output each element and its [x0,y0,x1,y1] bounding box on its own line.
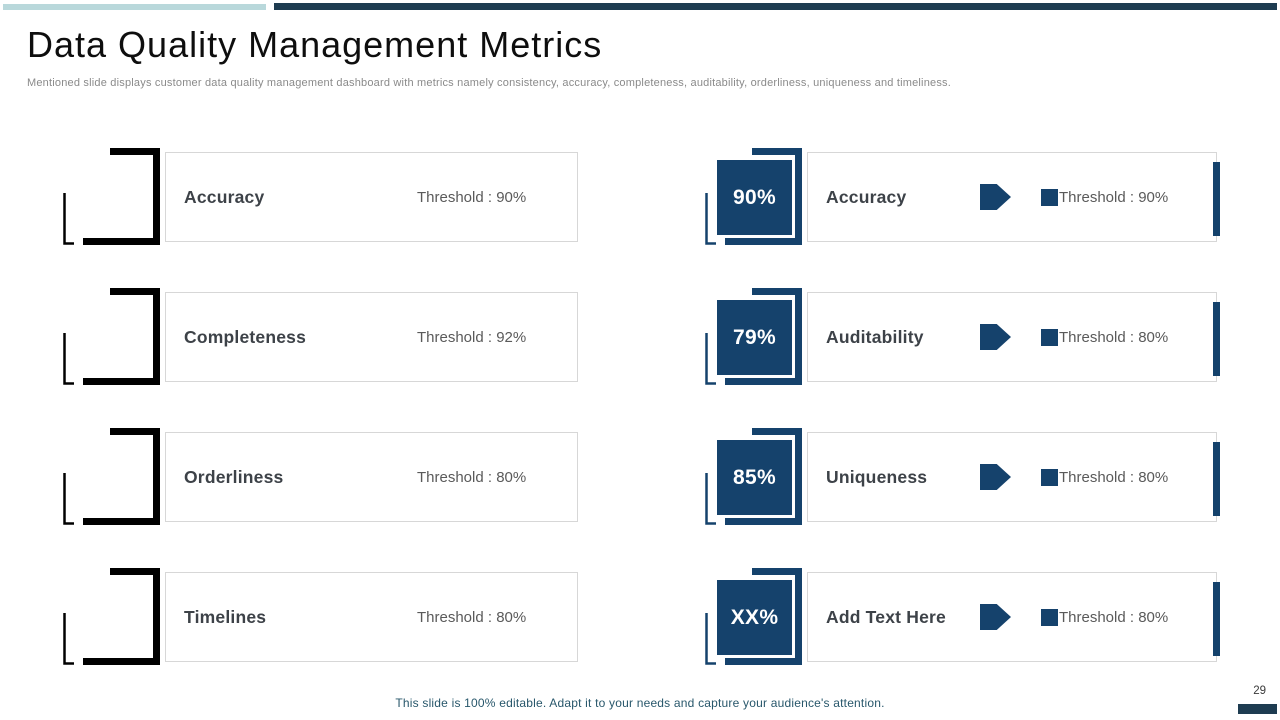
percentage-square: XX% [705,568,802,665]
legend-square-icon [399,189,416,206]
threshold-group: Threshold : 92% [399,293,526,381]
metric-card: Accuracy Threshold : 90% [165,152,578,242]
arrow-right-icon [338,604,369,630]
legend-square-icon [399,329,416,346]
metric-row: Add Text Here Threshold : 80% XX% [705,568,1220,665]
card-accent-bar [575,302,581,376]
square-frame-icon [63,428,160,525]
metric-label: Auditability [826,326,924,347]
threshold-group: Threshold : 90% [1041,153,1168,241]
square-frame-icon [63,568,160,665]
threshold-group: Threshold : 90% [399,153,526,241]
page-title: Data Quality Management Metrics [27,24,603,65]
legend-square-icon [1041,188,1058,206]
legend-square-icon [399,609,416,626]
threshold-group: Threshold : 80% [399,573,526,661]
metric-row: Uniqueness Threshold : 80% 85% [705,428,1220,525]
metric-card: Uniqueness Threshold : 80% [807,432,1217,522]
metric-row: Orderliness Threshold : 80% 82% [63,428,578,525]
percentage-square: 85% [705,428,802,525]
card-accent-bar [1213,162,1220,236]
metric-label: Timelines [184,606,267,627]
metrics-column-left: Accuracy Threshold : 90% 80% Completenes… [63,148,578,708]
metric-row: Auditability Threshold : 80% 79% [705,288,1220,385]
percentage-value: 80% [91,185,134,209]
threshold-group: Threshold : 80% [1041,433,1168,521]
threshold-group: Threshold : 80% [1041,573,1168,661]
card-accent-bar [1213,442,1220,516]
percentage-square: 88% [63,288,160,385]
percentage-square: 82% [63,428,160,525]
arrow-right-icon [980,464,1011,490]
percentage-value: 82% [91,465,134,489]
top-accent-bar-light [3,4,266,10]
page-number: 29 [1253,685,1266,697]
metric-label: Accuracy [184,186,265,207]
square-frame-icon [705,148,802,245]
metric-row: Completeness Threshold : 92% 88% [63,288,578,385]
card-accent-bar [1213,302,1220,376]
square-frame-icon [63,148,160,245]
metric-row: Accuracy Threshold : 90% 90% [705,148,1220,245]
threshold-text: Threshold : 80% [417,468,527,486]
metric-card: Orderliness Threshold : 80% [165,432,578,522]
square-frame-icon [705,288,802,385]
metric-label: Orderliness [184,466,284,487]
square-frame-icon [705,428,802,525]
metric-row: Accuracy Threshold : 90% 80% [63,148,578,245]
footer-note: This slide is 100% editable. Adapt it to… [395,696,885,710]
arrow-right-icon [980,324,1011,350]
square-frame-icon [63,288,160,385]
threshold-text: Threshold : 90% [417,188,527,206]
card-accent-bar [575,582,581,656]
metric-card: Timelines Threshold : 80% [165,572,578,662]
slide-description: Mentioned slide displays customer data q… [27,77,951,89]
page-number-accent-block [1238,704,1277,714]
threshold-text: Threshold : 80% [1059,468,1169,486]
arrow-right-icon [980,184,1011,210]
percentage-square: 78% [63,568,160,665]
percentage-value: 85% [717,440,792,515]
card-accent-bar [575,162,581,236]
metrics-column-right: Accuracy Threshold : 90% 90% Auditabilit… [705,148,1220,708]
percentage-value: XX% [717,580,792,655]
metric-label: Completeness [184,326,307,347]
metric-row: Timelines Threshold : 80% 78% [63,568,578,665]
percentage-square: 80% [63,148,160,245]
metric-card: Auditability Threshold : 80% [807,292,1217,382]
arrow-right-icon [338,184,369,210]
square-frame-icon [705,568,802,665]
threshold-group: Threshold : 80% [399,433,526,521]
percentage-square: 79% [705,288,802,385]
threshold-text: Threshold : 90% [1059,188,1169,206]
percentage-square: 90% [705,148,802,245]
metric-card: Accuracy Threshold : 90% [807,152,1217,242]
threshold-group: Threshold : 80% [1041,293,1168,381]
metric-label: Add Text Here [826,606,946,627]
legend-square-icon [1041,328,1058,346]
metric-card: Completeness Threshold : 92% [165,292,578,382]
legend-square-icon [1041,608,1058,626]
card-accent-bar [575,442,581,516]
threshold-text: Threshold : 80% [1059,328,1169,346]
metric-label: Accuracy [826,186,907,207]
threshold-text: Threshold : 92% [417,328,527,346]
arrow-right-icon [338,324,369,350]
percentage-value: 88% [91,325,134,349]
metric-card: Add Text Here Threshold : 80% [807,572,1217,662]
card-accent-bar [1213,582,1220,656]
arrow-right-icon [338,464,369,490]
percentage-value: 79% [717,300,792,375]
top-accent-bar-dark [274,3,1277,10]
metric-label: Uniqueness [826,466,928,487]
legend-square-icon [399,469,416,486]
threshold-text: Threshold : 80% [417,608,527,626]
percentage-value: 90% [717,160,792,235]
arrow-right-icon [980,604,1011,630]
percentage-value: 78% [91,605,134,629]
threshold-text: Threshold : 80% [1059,608,1169,626]
legend-square-icon [1041,468,1058,486]
